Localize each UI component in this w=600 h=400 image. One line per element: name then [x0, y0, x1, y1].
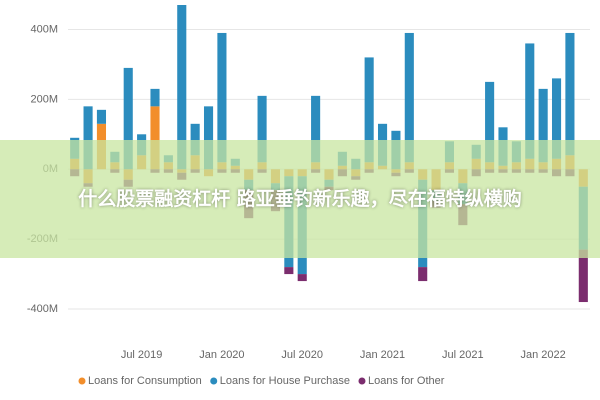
bar-segment	[538, 88, 548, 163]
bar-segment	[578, 249, 588, 303]
legend-label: Loans for Other	[368, 375, 445, 387]
bar-segment	[96, 109, 107, 124]
bar-segment	[123, 67, 133, 170]
bar-segment	[404, 32, 414, 163]
legend-marker	[210, 377, 218, 385]
legend-marker	[358, 377, 366, 385]
legend-label: Loans for Consumption	[88, 375, 202, 387]
y-tick-label: -400M	[27, 303, 58, 315]
bar-segment	[150, 88, 160, 107]
bar-segment	[297, 274, 307, 282]
bar-segment	[525, 43, 535, 159]
bar-segment	[565, 32, 575, 156]
bar-segment	[177, 5, 187, 170]
bar-segment	[83, 106, 93, 170]
x-tick-label: Jan 2021	[360, 349, 405, 361]
bar-segment	[418, 267, 428, 282]
bar-segment	[217, 32, 227, 163]
x-tick-label: Jul 2020	[281, 349, 323, 361]
legend-label: Loans for House Purchase	[220, 375, 350, 387]
banner-text: 什么股票融资杠杆 路亚垂钓新乐趣，尽在福特纵横购	[78, 188, 522, 210]
x-tick-label: Jul 2019	[121, 349, 163, 361]
bar-segment	[190, 123, 200, 156]
bar-segment	[551, 78, 562, 159]
y-tick-label: 200M	[30, 93, 58, 105]
bar-segment	[364, 57, 374, 163]
x-tick-label: Jan 2022	[521, 349, 566, 361]
y-tick-label: 400M	[30, 23, 58, 35]
bar-segment	[257, 95, 267, 163]
bar-segment	[485, 81, 495, 163]
bar-segment	[203, 106, 214, 170]
banner: 什么股票融资杠杆 路亚垂钓新乐趣，尽在福特纵横购	[0, 140, 600, 258]
bar-segment	[150, 106, 160, 170]
bar-segment	[311, 95, 321, 163]
legend-marker	[78, 377, 86, 385]
x-tick-label: Jul 2021	[442, 349, 484, 361]
bar-segment	[284, 267, 294, 275]
x-tick-label: Jan 2020	[199, 349, 244, 361]
